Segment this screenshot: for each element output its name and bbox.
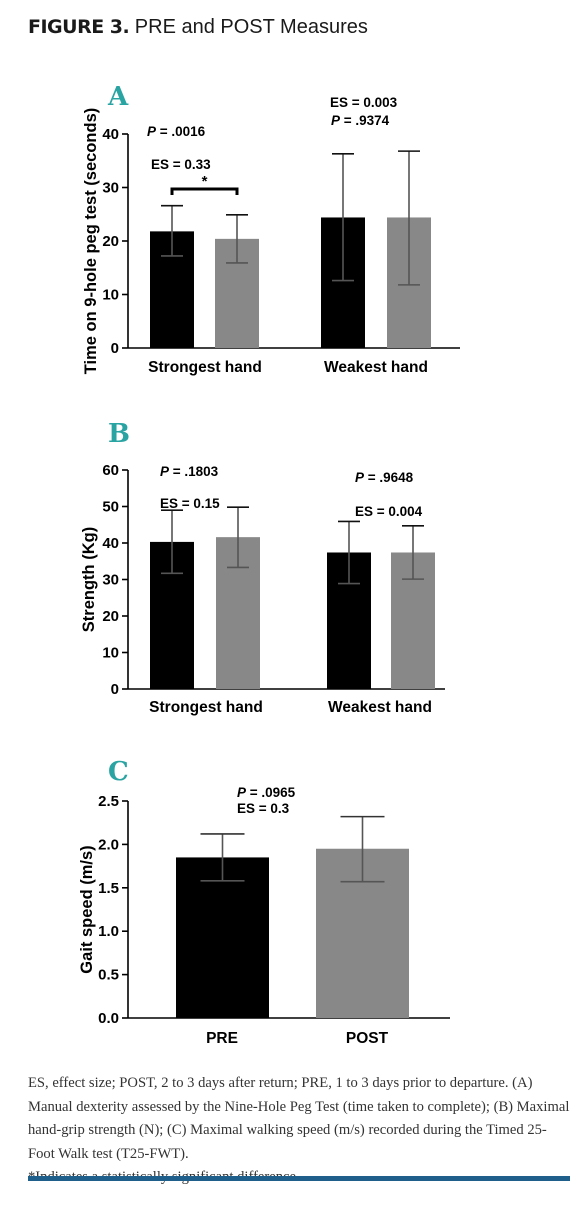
p-value-label: P = .9374 [331,113,390,128]
significance-star: * [202,173,208,190]
y-axis-label: Strength (Kg) [80,527,98,632]
p-value-label: P = .0016 [147,124,206,139]
y-tick-label: 60 [102,462,119,479]
x-category-label: Strongest hand [149,699,263,716]
figure-caption: ES, effect size; POST, 2 to 3 days after… [28,1072,573,1190]
y-axis-label: Time on 9-hole peg test (seconds) [82,108,100,375]
bottom-rule [28,1176,570,1181]
p-value-label: P = .1803 [160,464,219,479]
y-axis-label: Gait speed (m/s) [78,845,96,973]
y-tick-label: 2.5 [98,793,119,810]
y-tick-label: 2.0 [98,836,119,853]
bar [176,857,269,1018]
figure-charts: A Time on 9-hole peg test (seconds) 0 10 20 3… [78,82,460,1047]
y-tick-label: 40 [102,535,119,552]
p-value-label: P = .0965 [237,785,296,800]
effect-size-label: ES = 0.003 [330,95,398,110]
caption-legend: ES, effect size; POST, 2 to 3 days after… [28,1075,570,1162]
y-tick-label: 20 [102,608,119,625]
y-tick-label: 50 [102,499,119,516]
panel-letter-a: A [107,82,129,112]
y-tick-label: 0.5 [98,967,119,984]
figure-number: FIGURE 3. [28,16,130,38]
y-tick-label: 40 [102,126,119,143]
y-tick-label: 0 [111,340,119,357]
figure-title: FIGURE 3. PRE and POST Measures [28,16,368,39]
y-tick-label: 0 [111,681,119,698]
x-category-label: PRE [206,1030,238,1047]
effect-size-label: ES = 0.15 [160,496,220,511]
y-tick-label: 30 [102,572,119,589]
effect-size-label: ES = 0.3 [237,801,290,816]
effect-size-label: ES = 0.33 [151,157,211,172]
y-tick-label: 0.0 [98,1010,119,1027]
y-tick-label: 20 [102,233,119,250]
panel-letter-c: C [108,757,129,787]
figure-title-text: PRE and POST Measures [129,16,368,38]
y-tick-label: 10 [102,287,119,304]
x-category-label: Weakest hand [328,699,432,716]
y-tick-label: 10 [102,645,119,662]
x-category-label: Strongest hand [148,359,262,376]
y-tick-label: 30 [102,180,119,197]
x-category-label: Weakest hand [324,359,428,376]
p-value-label: P = .9648 [355,470,414,485]
y-tick-label: 1.5 [98,880,119,897]
panel-letter-b: B [108,419,130,449]
effect-size-label: ES = 0.004 [355,504,423,519]
significance-bracket [170,187,239,195]
y-tick-label: 1.0 [98,923,119,940]
x-category-label: POST [346,1030,389,1047]
